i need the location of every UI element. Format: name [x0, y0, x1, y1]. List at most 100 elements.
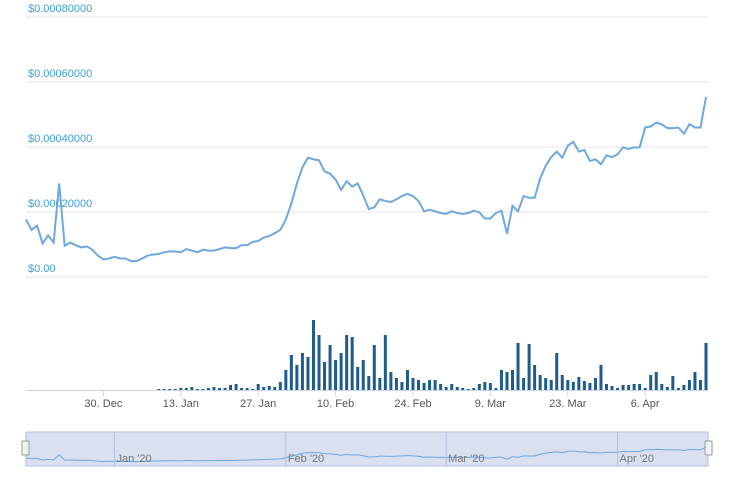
navigator-tick-label: Mar '20 — [448, 453, 484, 465]
volume-bar — [317, 335, 321, 390]
volume-bar — [450, 384, 454, 390]
volume-bar — [212, 387, 216, 390]
volume-bar — [571, 382, 575, 390]
volume-bar — [184, 388, 188, 390]
y-tick-label: $0.00040000 — [28, 133, 92, 145]
volume-bar — [511, 370, 515, 390]
volume-bar — [433, 380, 437, 390]
volume-bar — [654, 372, 658, 390]
volume-bar — [389, 372, 393, 390]
volume-bar — [284, 370, 288, 390]
volume-bar — [179, 388, 183, 390]
volume-bar — [577, 377, 581, 390]
volume-bar — [206, 388, 210, 390]
volume-bar — [300, 353, 304, 390]
x-tick-label: 24. Feb — [394, 398, 431, 410]
volume-bar — [345, 335, 349, 390]
volume-bar — [687, 380, 691, 390]
volume-bar — [527, 344, 531, 390]
volume-bar — [533, 365, 537, 390]
x-tick-label: 10. Feb — [317, 398, 354, 410]
volume-bar — [422, 383, 426, 390]
navigator-tick-label: Feb '20 — [288, 453, 324, 465]
volume-bar — [455, 387, 459, 390]
volume-bar — [466, 389, 470, 390]
volume-bar — [289, 355, 293, 390]
volume-bar — [251, 389, 255, 390]
volume-bar — [616, 388, 620, 390]
volume-bar — [190, 387, 194, 390]
navigator-handle[interactable] — [21, 440, 30, 456]
volume-bar — [195, 389, 199, 390]
volume-bar — [157, 389, 161, 390]
volume-bar — [516, 343, 520, 390]
navigator-tick-label: Jan '20 — [116, 453, 151, 465]
volume-bar — [229, 385, 233, 390]
x-tick-label: 27. Jan — [240, 398, 276, 410]
navigator-tick-label: Apr '20 — [620, 453, 655, 465]
volume-bar — [201, 389, 205, 390]
volume-bar — [323, 362, 327, 390]
volume-bar — [588, 383, 592, 390]
x-tick-label: 30. Dec — [84, 398, 122, 410]
volume-bar — [560, 375, 564, 390]
volume-bar — [604, 384, 608, 390]
volume-bar — [245, 388, 249, 390]
volume-bar — [217, 388, 221, 390]
volume-bar — [676, 388, 680, 390]
volume-bar — [582, 381, 586, 390]
volume-bar — [439, 384, 443, 390]
volume-bar — [383, 335, 387, 390]
volume-bar — [505, 372, 509, 390]
volume-bar — [621, 385, 625, 390]
volume-bar — [632, 384, 636, 390]
volume-bar — [566, 380, 570, 390]
volume-bar — [311, 320, 315, 390]
volume-bar — [444, 387, 448, 390]
volume-bar — [643, 388, 647, 390]
volume-bar — [665, 387, 669, 390]
volume-bar — [522, 378, 526, 390]
volume-bar — [698, 380, 702, 390]
volume-bar — [173, 389, 177, 390]
volume-bar — [350, 337, 354, 390]
x-tick-label: 23. Mar — [549, 398, 587, 410]
volume-bar — [394, 378, 398, 390]
volume-bar — [162, 389, 166, 390]
x-tick-label: 13. Jan — [163, 398, 199, 410]
volume-bar — [704, 343, 708, 390]
volume-bar — [660, 384, 664, 390]
volume-bar — [593, 378, 597, 390]
volume-bar — [367, 376, 371, 390]
volume-bar — [339, 353, 343, 390]
volume-bar — [544, 378, 548, 390]
volume-bar — [428, 380, 432, 390]
navigator-line — [25, 446, 707, 463]
volume-bar — [267, 386, 271, 390]
price-line — [25, 96, 707, 263]
volume-bar — [278, 382, 282, 390]
volume-bar — [295, 365, 299, 390]
volume-bar — [234, 384, 238, 390]
volume-bar — [168, 389, 172, 390]
volume-bar — [499, 370, 503, 390]
volume-bar — [693, 372, 697, 390]
navigator-handle[interactable] — [704, 440, 713, 456]
volume-bar — [610, 386, 614, 390]
volume-bar — [223, 388, 227, 390]
volume-bar — [488, 383, 492, 390]
volume-bar — [538, 375, 542, 390]
x-tick-label: 9. Mar — [475, 398, 507, 410]
volume-bar — [472, 388, 476, 390]
volume-bar — [549, 380, 553, 390]
volume-bar — [372, 345, 376, 390]
volume-bar — [273, 387, 277, 390]
volume-bar — [334, 360, 338, 390]
volume-bar — [262, 387, 266, 390]
volume-bar — [400, 382, 404, 390]
volume-bar — [682, 385, 686, 390]
navigator-window[interactable] — [25, 431, 709, 467]
volume-bar — [256, 384, 260, 390]
y-tick-label: $0.00 — [28, 263, 56, 275]
